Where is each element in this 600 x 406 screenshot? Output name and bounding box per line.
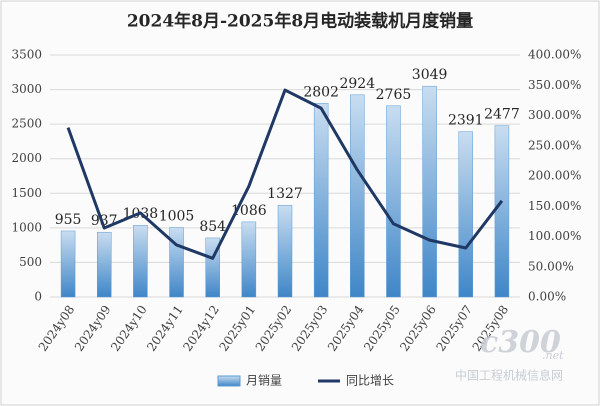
bar [169,227,184,298]
bar [494,125,510,298]
watermark-net: .net [542,349,564,362]
line [66,88,504,260]
legend-swatch [217,375,241,387]
bar [60,230,76,298]
bar [133,224,148,298]
y2-tick-label: 0.00% [528,290,566,304]
y-tick-label: 0 [34,290,42,304]
data-label: 1327 [267,186,303,202]
bar [386,105,401,298]
data-label: 1005 [159,209,195,225]
data-label: 955 [55,212,82,228]
legend-label: 月销量 [246,374,282,388]
bar [241,221,257,298]
y-tick-label: 500 [19,255,42,269]
watermark-logo: c300 [480,325,561,360]
bar [422,85,437,298]
data-label: 2391 [448,113,484,129]
bar [96,231,112,298]
chart-title: 2024年8月-2025年8月电动装载机月度销量 [127,11,473,32]
y-tick-label: 3500 [11,48,42,62]
bar [350,94,365,298]
y-tick-label: 2000 [11,151,42,165]
y2-tick-label: 50.00% [528,259,574,273]
y2-tick-label: 250.00% [528,138,581,152]
y2-tick-label: 350.00% [528,78,581,92]
y-tick-label: 2500 [11,117,42,131]
watermark-site: 中国工程机械信息网 [455,368,563,383]
y2-tick-label: 150.00% [528,199,581,213]
data-label: 854 [199,219,226,235]
data-label: 3049 [412,67,448,83]
y-tick-label: 1000 [11,220,42,234]
data-label: 2924 [339,76,375,92]
y2-tick-label: 300.00% [528,108,581,122]
bar [313,103,329,298]
y-tick-label: 1500 [11,186,42,200]
y2-tick-label: 200.00% [528,169,581,183]
y2-tick-label: 400.00% [528,48,581,62]
y2-tick-label: 100.00% [528,229,581,243]
data-label: 2765 [376,87,412,103]
bar [277,204,293,298]
legend-label: 同比增长 [346,374,394,388]
data-label: 2477 [484,107,520,123]
bar [458,131,474,298]
y-tick-label: 3000 [11,82,42,96]
data-label: 2802 [303,84,339,100]
